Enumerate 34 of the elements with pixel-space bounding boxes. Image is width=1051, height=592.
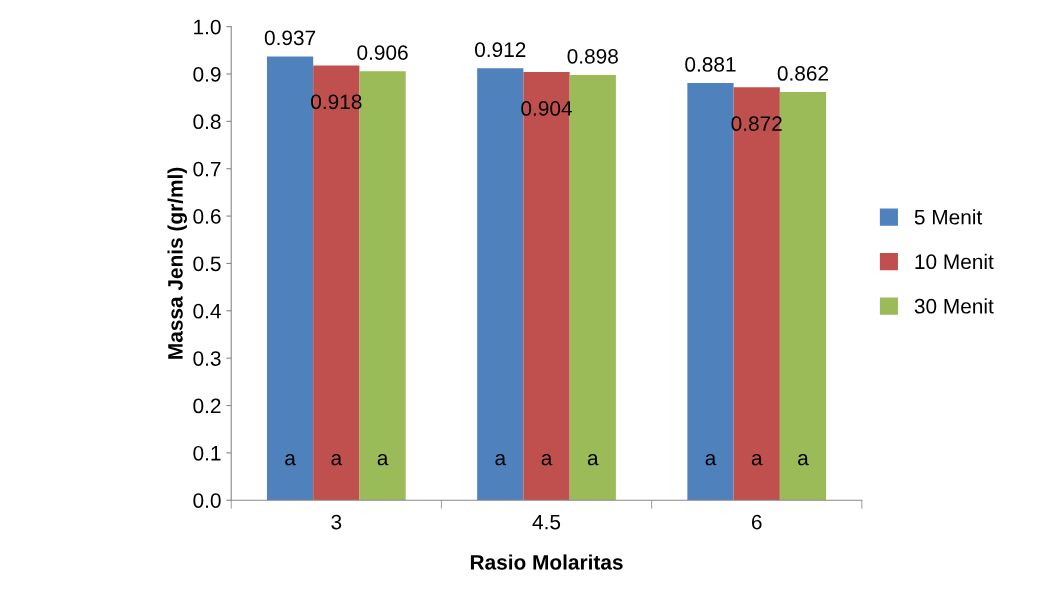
annotation: a xyxy=(377,453,389,466)
legend-label: 5 Menit xyxy=(914,209,983,225)
annotation: a xyxy=(285,453,296,466)
y-tick-label: 0.1 xyxy=(193,445,221,461)
annotation: a xyxy=(495,453,507,466)
data-label: 0.898 xyxy=(567,48,618,64)
y-tick-label: 0.5 xyxy=(193,256,221,272)
y-tick-label: 0.4 xyxy=(193,303,221,319)
data-label: 0.912 xyxy=(475,42,526,58)
annotation: a xyxy=(541,453,553,466)
y-tick-label: 1.0 xyxy=(194,19,221,35)
y-tick-label: 0.8 xyxy=(193,114,221,130)
annotation: a xyxy=(751,453,763,466)
x-tick-label: 3 xyxy=(331,514,342,530)
data-label: 0.881 xyxy=(685,57,736,72)
y-tick-label: 0.0 xyxy=(193,493,221,508)
y-tick-label: 0.9 xyxy=(193,67,221,82)
x-tick-label: 6 xyxy=(751,514,762,530)
y-tick-label: 0.2 xyxy=(193,398,221,414)
data-label: 0.862 xyxy=(777,66,828,81)
data-label: 0.906 xyxy=(357,45,408,60)
x-tick-label: 4.5 xyxy=(532,514,561,530)
annotation: a xyxy=(705,453,717,466)
y-axis-title: Massa Jenis (gr/ml) xyxy=(167,167,187,359)
x-axis-title: Rasio Molaritas xyxy=(470,554,623,570)
y-tick-label: 0.3 xyxy=(193,351,221,366)
legend-label: 30 Menit xyxy=(914,298,994,314)
legend-label: 10 Menit xyxy=(915,253,994,270)
data-label: 0.937 xyxy=(264,30,316,46)
y-tick-label: 0.7 xyxy=(193,161,221,177)
annotation: a xyxy=(331,453,343,466)
annotation: a xyxy=(798,453,809,466)
annotation: a xyxy=(587,453,599,466)
y-tick-label: 0.6 xyxy=(193,209,221,224)
